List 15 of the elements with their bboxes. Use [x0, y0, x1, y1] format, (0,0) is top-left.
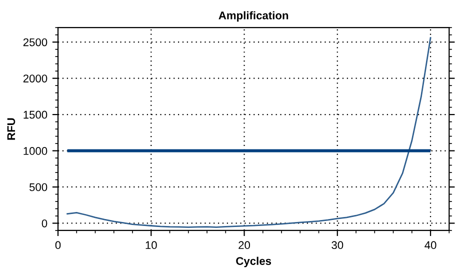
chart-title: Amplification — [218, 11, 288, 22]
x-tick-label: 10 — [146, 241, 157, 250]
y-tick-label: 0 — [42, 219, 48, 228]
x-tick-label: 0 — [55, 241, 61, 250]
x-tick-label: 40 — [424, 241, 436, 250]
x-axis-title: Cycles — [236, 256, 272, 268]
y-tick-label: 2000 — [23, 74, 48, 82]
y-tick-label: 500 — [29, 183, 48, 192]
y-axis-title: RFU — [7, 118, 16, 140]
x-tick-label: 20 — [238, 241, 250, 250]
y-tick-label: 1000 — [24, 147, 48, 155]
y-tick-label: 1500 — [24, 110, 48, 119]
y-tick-label: 2500 — [23, 38, 48, 46]
line-series — [66, 37, 432, 228]
x-tick-label: 30 — [332, 241, 344, 250]
